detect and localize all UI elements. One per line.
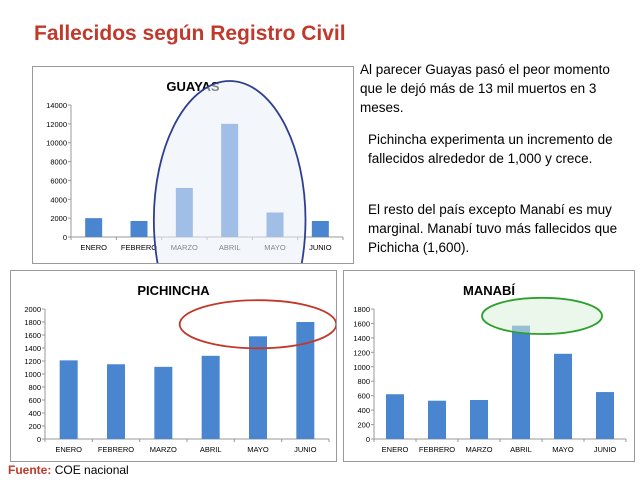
- bar-junio: [596, 392, 614, 439]
- y-tick-label: 1800: [24, 318, 41, 327]
- bar-mayo: [249, 336, 267, 439]
- x-tick-label: JUNIO: [594, 445, 617, 454]
- y-tick-label: 1600: [24, 331, 41, 340]
- x-tick-label: FEBRERO: [121, 243, 157, 252]
- footer-label: Fuente:: [8, 463, 52, 477]
- bar-enero: [85, 218, 103, 237]
- y-tick-label: 1800: [353, 305, 370, 314]
- y-tick-label: 1000: [353, 363, 370, 372]
- chart-title: PICHINCHA: [137, 283, 210, 298]
- bar-febrero: [130, 220, 148, 237]
- bar-junio: [311, 220, 329, 237]
- bar-marzo: [154, 366, 173, 439]
- chart-title: MANABÍ: [463, 283, 515, 298]
- x-tick-label: MARZO: [150, 445, 177, 454]
- x-tick-label: ABRIL: [200, 445, 222, 454]
- y-tick-label: 1400: [353, 334, 370, 343]
- y-tick-label: 1200: [353, 348, 370, 357]
- bar-junio: [296, 322, 315, 439]
- note-resto: El resto del país excepto Manabí es muy …: [368, 202, 618, 255]
- y-tick-label: 2000: [24, 305, 41, 314]
- y-tick-label: 14000: [46, 101, 67, 110]
- footer: Fuente: COE nacional: [8, 463, 129, 477]
- y-tick-label: 400: [28, 409, 41, 418]
- x-tick-label: FEBRERO: [98, 445, 134, 454]
- bar-febrero: [428, 400, 446, 439]
- bar-marzo: [470, 400, 488, 439]
- chart-pichincha: PICHINCHA 0 200 400 600 800 1000 1200 1400 1600 18…: [10, 270, 337, 462]
- highlight-ellipse: [481, 296, 603, 335]
- footer-source: COE nacional: [54, 463, 129, 477]
- chart-svg-pichincha: PICHINCHA 0 200 400 600 800 1000 1200 1400 1600 18…: [24, 283, 336, 454]
- note-pichincha: Pichincha experimenta un incremento de f…: [368, 132, 613, 166]
- x-tick-label: JUNIO: [294, 445, 317, 454]
- bar-enero: [59, 360, 78, 439]
- y-tick-label: 600: [357, 392, 370, 401]
- x-tick-label: MAYO: [247, 445, 269, 454]
- y-tick-label: 6000: [50, 176, 67, 185]
- y-tick-label: 400: [357, 406, 370, 415]
- y-tick-label: 10000: [46, 139, 67, 148]
- x-tick-label: ENERO: [382, 445, 409, 454]
- chart-manabi: MANABÍ 0 200 400 600 800 1000 1200 1400 1600 1800 E…: [343, 270, 635, 462]
- x-tick-label: JUNIO: [309, 243, 332, 252]
- x-tick-label: MAYO: [552, 445, 574, 454]
- y-tick-label: 200: [357, 421, 370, 430]
- y-tick-label: 1000: [24, 370, 41, 379]
- x-tick-label: ENERO: [55, 445, 82, 454]
- y-tick-label: 8000: [50, 158, 67, 167]
- bar-febrero: [107, 364, 125, 439]
- x-tick-label: MARZO: [465, 445, 492, 454]
- y-tick-label: 600: [28, 396, 41, 405]
- y-tick-label: 4000: [50, 195, 67, 204]
- y-tick-label: 0: [63, 233, 67, 242]
- chart-svg-manabi: MANABÍ 0 200 400 600 800 1000 1200 1400 1600 1800 E…: [353, 283, 627, 454]
- bar-abril: [512, 325, 530, 439]
- x-tick-label: FEBRERO: [419, 445, 455, 454]
- slide-title: Fallecidos según Registro Civil: [34, 22, 346, 45]
- y-tick-label: 1400: [24, 344, 41, 353]
- y-tick-label: 200: [28, 422, 41, 431]
- highlight-ellipse: [178, 299, 336, 350]
- y-tick-label: 800: [357, 377, 370, 386]
- x-tick-label: ABRIL: [510, 445, 532, 454]
- y-tick-label: 1600: [353, 319, 370, 328]
- note-guayas: Al parecer Guayas pasó el peor momento q…: [360, 62, 610, 115]
- y-tick-label: 800: [28, 383, 41, 392]
- y-tick-label: 1200: [24, 357, 41, 366]
- bar-abril: [201, 355, 220, 439]
- chart-svg-guayas: GUAYAS02000400060008000100001200014000EN…: [46, 79, 344, 263]
- chart-guayas: GUAYAS 0 2000 4000 6000 8000 10000 12000 14000 EN…: [32, 66, 354, 264]
- y-tick-label: 2000: [50, 214, 67, 223]
- x-tick-label: ENERO: [80, 243, 107, 252]
- bar-mayo: [554, 353, 572, 439]
- y-tick-label: 0: [37, 435, 41, 444]
- y-tick-label: 12000: [46, 120, 67, 129]
- y-tick-label: 0: [366, 435, 370, 444]
- bar-enero: [386, 394, 404, 439]
- highlight-ellipse: [152, 80, 307, 263]
